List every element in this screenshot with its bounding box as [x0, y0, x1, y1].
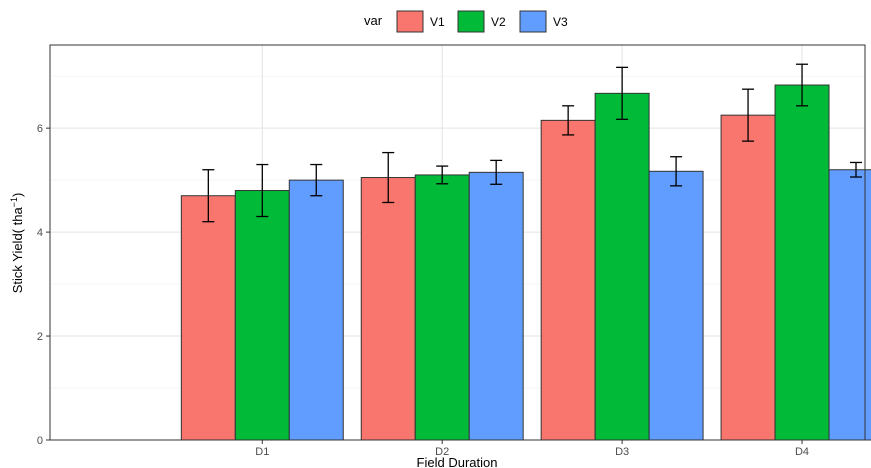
error-bar — [670, 156, 683, 187]
bar-v2-d4 — [774, 84, 830, 441]
bar-v3-d1 — [288, 179, 344, 441]
y-axis-title: Stick Yield( tha−1) — [9, 193, 25, 294]
bar-v2-d1 — [234, 190, 290, 441]
bar-v1-d3 — [540, 119, 596, 441]
y-tick-label: 0 — [37, 435, 43, 447]
bar-v3-d2 — [468, 171, 524, 441]
error-bar — [850, 161, 863, 178]
error-bar — [256, 163, 269, 218]
legend-item-v2: V2 — [457, 10, 506, 33]
legend-swatch — [519, 10, 547, 33]
x-tick-label: D4 — [795, 446, 809, 458]
y-tick-label: 2 — [37, 331, 43, 343]
y-axis-title-main: Stick Yield( tha — [10, 207, 25, 294]
error-bar — [382, 151, 395, 204]
y-tick-label: 4 — [37, 227, 43, 239]
error-bar — [490, 159, 503, 185]
x-tick-label: D1 — [255, 446, 269, 458]
error-bars — [202, 63, 863, 223]
error-bar — [616, 66, 629, 120]
legend: var V1 V2 V3 — [364, 10, 568, 33]
y-axis-title-close: ) — [10, 193, 25, 197]
bar-v1-d2 — [360, 177, 416, 441]
legend-label: V3 — [553, 15, 568, 29]
bar-v1-d4 — [720, 114, 776, 441]
y-tick-label: 6 — [37, 123, 43, 135]
legend-label: V1 — [430, 15, 445, 29]
bar-v1-d1 — [180, 195, 236, 441]
legend-item-v1: V1 — [396, 10, 445, 33]
legend-swatch — [396, 10, 424, 33]
x-tick-label: D2 — [435, 446, 449, 458]
x-axis-ticks: D1 D2 D3 D4 — [255, 440, 809, 458]
error-bar — [202, 169, 215, 223]
error-bar — [796, 63, 809, 107]
x-tick-label: D3 — [615, 446, 629, 458]
error-bar — [562, 105, 575, 136]
legend-swatch — [457, 10, 485, 33]
plot-border — [49, 44, 866, 441]
error-bar — [310, 163, 323, 197]
x-axis-title: Field Duration — [417, 455, 498, 468]
bars — [180, 84, 871, 441]
error-bar — [436, 165, 449, 185]
bar-v2-d2 — [414, 174, 470, 441]
legend-label: V2 — [491, 15, 506, 29]
y-axis-ticks: 0 2 4 6 — [37, 123, 50, 447]
legend-title: var — [364, 13, 383, 28]
legend-item-v3: V3 — [519, 10, 568, 33]
bar-v2-d3 — [594, 92, 650, 441]
bar-v3-d4 — [828, 169, 871, 441]
y-axis-title-sup: −1 — [9, 197, 19, 207]
error-bar — [742, 88, 755, 142]
bar-v3-d3 — [648, 170, 704, 441]
